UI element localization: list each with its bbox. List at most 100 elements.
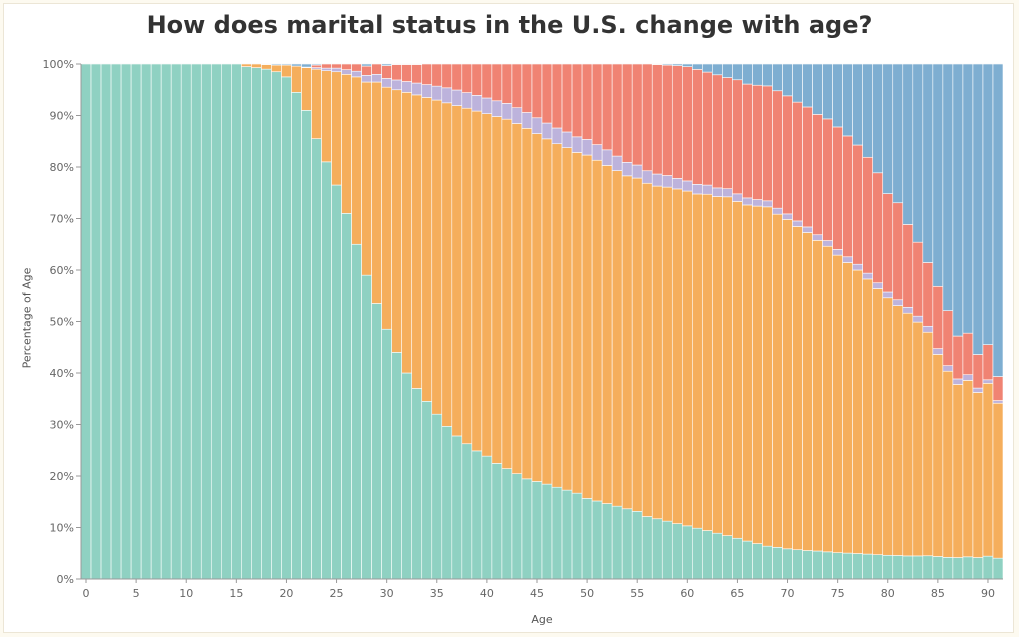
bar-segment [481, 97, 493, 114]
bar-segment [762, 545, 773, 580]
bar-segment [732, 201, 743, 539]
y-tick-label: 60% [50, 264, 74, 277]
bar-segment [511, 473, 523, 580]
bar-segment [902, 224, 914, 308]
bar-segment [511, 63, 523, 109]
bar-segment [401, 372, 413, 580]
bar-segment [822, 245, 833, 553]
bar-segment [752, 63, 763, 86]
bar-segment [972, 392, 984, 558]
bar-segment [411, 64, 423, 84]
bar-segment [922, 325, 934, 333]
bar-segment [200, 63, 212, 580]
bar-segment [782, 95, 793, 215]
bar-segment [401, 64, 413, 82]
bar-segment [962, 380, 974, 558]
bar-segment [601, 503, 613, 580]
x-tick-label: 40 [480, 587, 494, 600]
bar-segment [742, 197, 753, 206]
bar-segment [722, 196, 733, 536]
y-tick-label: 50% [50, 316, 74, 329]
y-tick-label: 10% [50, 522, 74, 535]
bar-segment [621, 508, 633, 580]
bar-segment [852, 63, 863, 146]
bar-segment [381, 78, 392, 88]
bar-segment [651, 185, 663, 520]
y-tick-label: 40% [50, 367, 74, 380]
bar-segment [852, 553, 863, 580]
bar-segment [912, 321, 924, 557]
x-tick-label: 25 [330, 587, 344, 600]
bar-segment [671, 65, 683, 179]
x-tick-labels: 0 5 10 15 20 25 30 35 40 45 50 55 60 65 70 75 80 85 90 [83, 579, 995, 600]
bar-segment [301, 63, 312, 68]
bar-segment [351, 63, 362, 72]
bar-segment [792, 63, 803, 103]
x-tick-label: 65 [730, 587, 744, 600]
bar-segment [762, 63, 773, 87]
bar-segment [471, 63, 483, 96]
bar-segment [421, 97, 433, 402]
bar-segment [261, 64, 272, 70]
bar-segment [511, 123, 523, 474]
bar-segment [241, 66, 252, 580]
bar-segment [862, 156, 874, 274]
bar-segment [932, 348, 944, 355]
bar-segment [421, 63, 433, 85]
bar-segment [852, 263, 863, 271]
bar-segment [892, 63, 904, 204]
bar-segment [381, 65, 392, 79]
bar-segment [241, 63, 252, 67]
bar-segment [311, 68, 322, 139]
bar-segment [541, 122, 553, 140]
bar-segment [682, 525, 693, 580]
bar-segment [902, 306, 914, 314]
bar-segment [772, 63, 783, 92]
x-tick-label: 20 [279, 587, 293, 600]
bar-segment [712, 187, 723, 197]
bar-segment [862, 272, 874, 280]
bar-segment [561, 63, 573, 133]
bar-segment [491, 116, 503, 464]
bar-segment [461, 443, 473, 580]
bar-segment [712, 196, 723, 534]
y-tick-label: 100% [43, 58, 74, 71]
bar-segment [381, 86, 392, 330]
bar-segment [832, 63, 843, 128]
bar-segment [942, 557, 954, 580]
bar-segment [852, 144, 863, 265]
bar-segment [160, 63, 172, 580]
bar-segment [782, 219, 793, 550]
bar-segment [351, 76, 362, 245]
bar-segment [922, 555, 934, 580]
bar-segment [882, 297, 894, 556]
bar-segment [611, 155, 623, 171]
x-tick-label: 35 [430, 587, 444, 600]
bar-segment [902, 63, 914, 225]
bar-segment [571, 152, 583, 494]
bar-segment [792, 549, 803, 580]
bar-segment [892, 555, 904, 580]
bar-segment [962, 63, 974, 334]
bar-segment [441, 87, 453, 104]
bar-segment [692, 184, 703, 195]
bar-segment [862, 63, 874, 158]
bar-segment [682, 190, 693, 527]
x-tick-label: 30 [380, 587, 394, 600]
bar-segment [862, 553, 874, 580]
bar-segment [762, 206, 773, 547]
bar-segment [431, 99, 443, 415]
x-tick-label: 85 [931, 587, 945, 600]
bar-segment [762, 200, 773, 208]
y-tick-label: 30% [50, 419, 74, 432]
bar-segment [882, 554, 894, 580]
bar-segment [902, 555, 914, 580]
bar-segment [331, 63, 342, 69]
bar-segment [551, 143, 563, 488]
bar-segment [611, 505, 623, 580]
bar-segment [892, 202, 904, 301]
bar-segment [802, 63, 813, 108]
bar-segment [682, 66, 693, 182]
bar-segment [581, 154, 593, 499]
bar-segment [772, 547, 783, 580]
